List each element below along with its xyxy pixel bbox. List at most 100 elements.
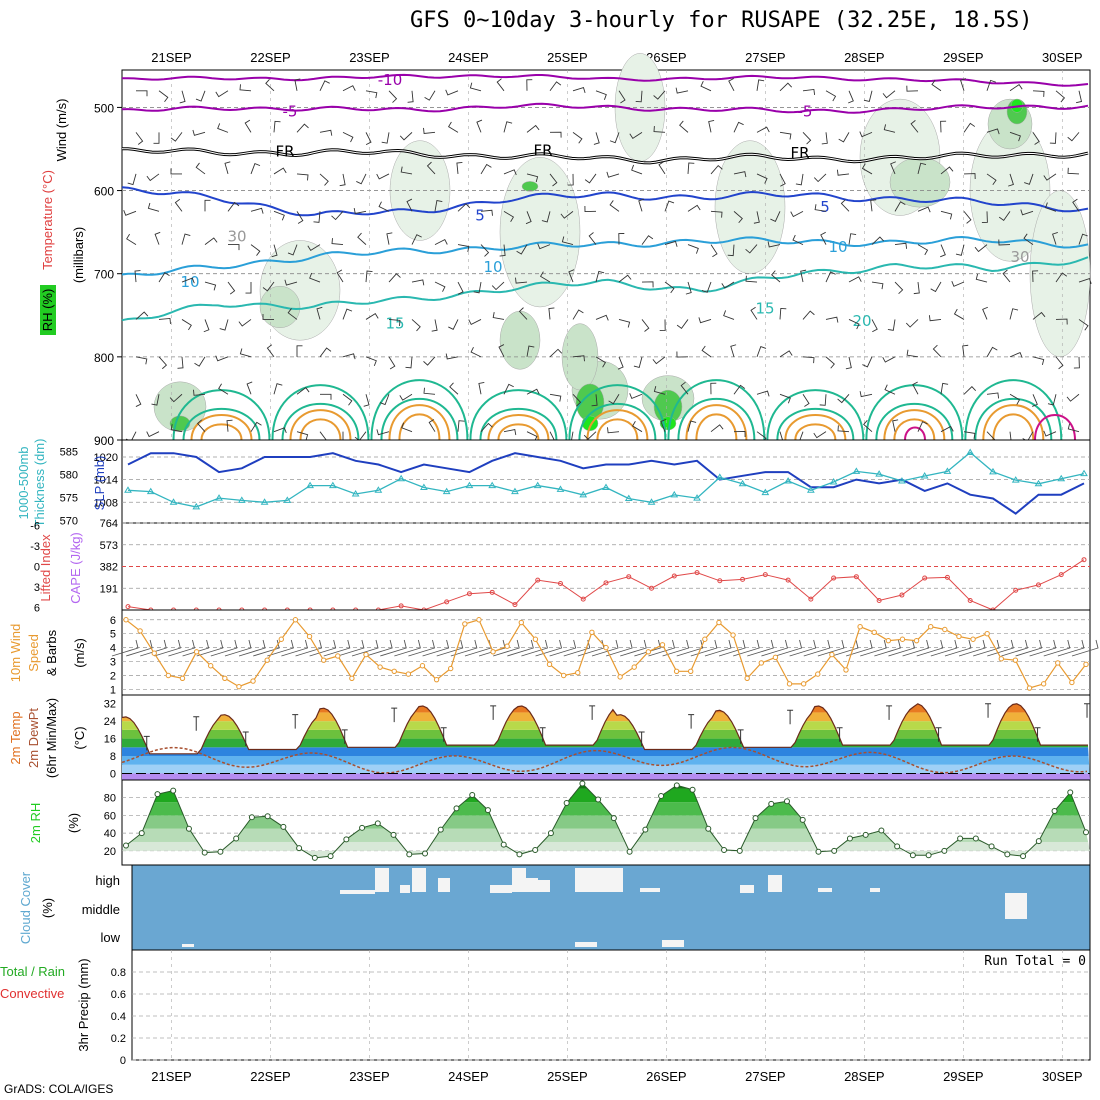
- wind-barb: [931, 79, 942, 92]
- wind-barb: [913, 281, 920, 295]
- wind-barb: [406, 198, 413, 212]
- minmax-whisker: [1084, 703, 1091, 718]
- wind-barb: [135, 132, 144, 145]
- wind-barb: [273, 210, 285, 221]
- li-axis-label: Lifted Index: [38, 534, 53, 602]
- wind-barb: [1055, 356, 1064, 370]
- wind-barb: [296, 211, 304, 224]
- li-point: [580, 596, 586, 602]
- wind-barb: [203, 319, 210, 333]
- temperature-contour: [982, 404, 1045, 441]
- wind-barb: [296, 431, 309, 441]
- wind-barb: [1045, 202, 1057, 212]
- rh-shading: [521, 181, 539, 192]
- wind-barb: [250, 163, 261, 175]
- wind-barb: [210, 639, 238, 657]
- thickness-point: [761, 488, 770, 496]
- wind-barb: [802, 394, 810, 407]
- wind-barb: [456, 161, 463, 174]
- li-point: [1058, 572, 1064, 578]
- temperature-contour: [281, 402, 360, 441]
- wind-barb: [170, 168, 182, 175]
- wind-barb: [767, 241, 781, 248]
- wind-barb: [381, 132, 390, 144]
- date-label-bottom: 25SEP: [547, 1069, 587, 1084]
- temperature-contour: [578, 402, 657, 441]
- wind-barb: [376, 429, 390, 436]
- wind-barb: [1043, 639, 1071, 657]
- wind-tick-label: 3: [110, 657, 116, 669]
- wind-barb: [388, 273, 401, 283]
- wind-barb: [609, 132, 620, 144]
- wind-barb: [1009, 308, 1019, 320]
- li-tick-label: 0: [34, 562, 40, 574]
- wind-speed-point: [165, 672, 172, 679]
- wind-barb: [607, 427, 620, 434]
- thickness-point: [579, 490, 588, 498]
- thickness-point: [647, 498, 656, 505]
- date-label-top: 27SEP: [745, 50, 785, 65]
- wind-barb: [295, 639, 323, 657]
- wind-barb: [848, 233, 857, 245]
- wind-barb: [894, 201, 906, 212]
- wind-barb: [491, 281, 505, 291]
- rh-point: [815, 848, 822, 855]
- wind-barb: [973, 639, 1000, 657]
- li-point: [1013, 587, 1019, 593]
- wind-barb: [676, 351, 689, 358]
- date-label-top: 25SEP: [547, 50, 587, 65]
- slp-panel-frame: [121, 439, 1091, 524]
- wind-barb: [771, 270, 781, 283]
- contour-label: 20: [852, 312, 871, 330]
- rh-point: [972, 835, 979, 842]
- wind-barb: [181, 277, 195, 284]
- wind-barb: [905, 319, 919, 328]
- wind-barb: [158, 356, 168, 370]
- wind-barb: [1067, 132, 1080, 142]
- wind-barb: [595, 356, 607, 368]
- wind-barb: [974, 244, 988, 253]
- temperature-contour: [586, 409, 649, 441]
- wind-barb: [296, 387, 310, 395]
- temp-axis-label: 2m Temp: [8, 711, 23, 764]
- wind-barb: [196, 419, 206, 432]
- wind-barb: [803, 639, 831, 657]
- minmax-whisker: [292, 714, 299, 729]
- wind-axis-label: Wind (m/s): [54, 99, 69, 162]
- wind-barb: [862, 356, 873, 368]
- wind-barb: [123, 209, 137, 216]
- wind-barb: [356, 173, 367, 185]
- cloud-block: [438, 878, 450, 892]
- wind-barb: [549, 173, 558, 187]
- wind-barb: [331, 211, 344, 221]
- wind-speed-point: [645, 649, 652, 655]
- wind-barb: [273, 383, 283, 395]
- minmax-axis-label: (6hr Min/Max): [44, 698, 59, 778]
- wind-barb: [821, 132, 828, 145]
- wind-barb: [813, 431, 827, 439]
- wind-barb: [136, 90, 148, 97]
- wind-barb: [287, 308, 298, 320]
- temperature-contour: [766, 389, 865, 441]
- wind-barb: [473, 281, 482, 294]
- minmax-whisker: [638, 731, 645, 747]
- cloud-block: [662, 940, 684, 947]
- minmax-whisker: [935, 727, 942, 742]
- wind-barb: [181, 233, 191, 245]
- rh-point: [1083, 829, 1089, 836]
- wind-barb: [802, 88, 816, 96]
- wind-barb: [215, 90, 229, 98]
- temp-tick-label: 8: [110, 751, 116, 763]
- contour-label: 10: [828, 238, 847, 256]
- wind-speed-point: [1055, 660, 1061, 666]
- cloud-block: [740, 885, 754, 893]
- wind-barb: [700, 80, 712, 92]
- y-tick-label: 900: [94, 434, 114, 448]
- wind-barb: [195, 162, 206, 175]
- wind-barb: [583, 431, 597, 440]
- wind-barb: [549, 348, 563, 358]
- wind-barb: [1066, 393, 1080, 402]
- wind-speed-point: [490, 649, 496, 655]
- wind-barb: [1055, 90, 1066, 103]
- rh-point: [422, 850, 429, 857]
